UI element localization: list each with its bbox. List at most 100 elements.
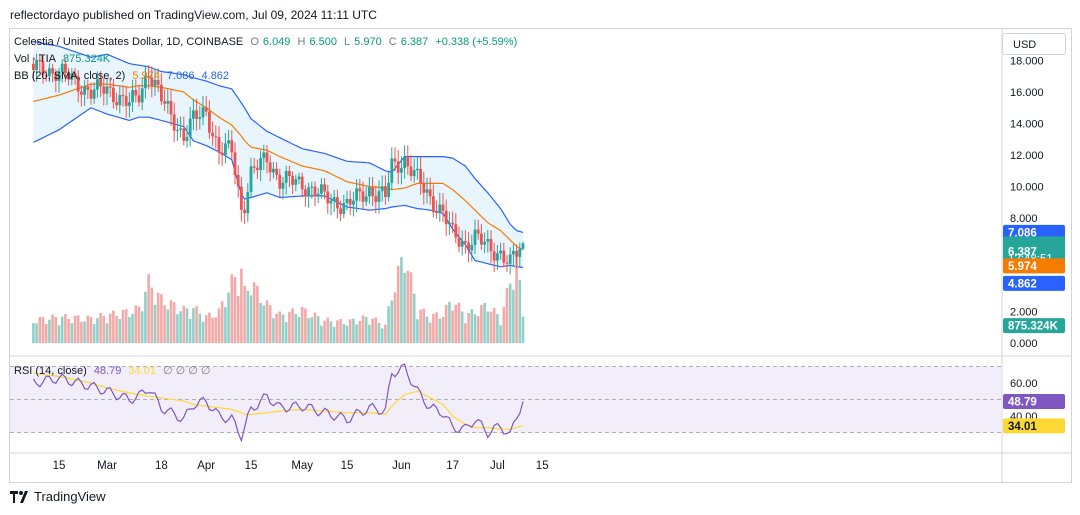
candle-body bbox=[320, 184, 323, 194]
volume-bar bbox=[89, 317, 93, 343]
bb-lower-tag: 4.862 bbox=[1003, 275, 1065, 291]
candle-body bbox=[252, 166, 256, 168]
candle bbox=[38, 53, 42, 73]
volume-bar bbox=[460, 311, 464, 343]
currency-button[interactable]: USD bbox=[1002, 33, 1066, 55]
candle bbox=[492, 242, 496, 272]
volume-bar bbox=[112, 310, 115, 343]
candle bbox=[352, 191, 355, 217]
candle bbox=[96, 71, 99, 98]
volume-bar bbox=[304, 308, 307, 343]
rsi-ma-tag-box bbox=[1003, 418, 1065, 434]
volume-bar bbox=[240, 268, 243, 343]
candle bbox=[44, 69, 48, 82]
candle bbox=[275, 162, 278, 181]
candle-body bbox=[297, 176, 301, 180]
volume-bar bbox=[182, 305, 186, 343]
volume-tag-box bbox=[1003, 318, 1065, 334]
volume-bar bbox=[512, 289, 515, 343]
candle bbox=[214, 125, 218, 149]
candle-body bbox=[441, 204, 445, 211]
volume-bar bbox=[227, 292, 230, 343]
candle bbox=[198, 105, 202, 130]
candle-body bbox=[92, 89, 96, 99]
candle bbox=[153, 68, 157, 96]
volume-bar bbox=[156, 292, 160, 343]
candle-body bbox=[313, 186, 317, 197]
candle bbox=[140, 77, 144, 111]
rsi-ma-tag-text: 34.01 bbox=[1008, 421, 1037, 433]
candle bbox=[515, 244, 518, 269]
candle-body bbox=[185, 136, 189, 141]
candle bbox=[179, 116, 182, 138]
candle-body bbox=[419, 168, 422, 184]
candle bbox=[86, 79, 90, 100]
bb-basis-line bbox=[33, 83, 524, 251]
candle-body bbox=[406, 156, 410, 167]
candle bbox=[102, 78, 106, 106]
candle bbox=[448, 211, 451, 236]
candle-body bbox=[166, 100, 170, 104]
volume-bar bbox=[150, 287, 154, 343]
candle-body bbox=[371, 187, 374, 197]
candle bbox=[256, 159, 259, 179]
candle bbox=[108, 77, 112, 98]
candle-body bbox=[89, 89, 93, 99]
candle bbox=[300, 172, 304, 198]
price-tick-label: 0.000 bbox=[1010, 338, 1038, 350]
candle-body bbox=[473, 229, 477, 245]
candle-body bbox=[96, 79, 99, 90]
candle-body bbox=[291, 176, 294, 185]
candle bbox=[265, 145, 269, 174]
candle-body bbox=[83, 86, 86, 95]
candle bbox=[470, 234, 474, 262]
candle-body bbox=[169, 100, 173, 115]
candle bbox=[390, 147, 394, 190]
candle-body bbox=[108, 86, 112, 88]
candle bbox=[284, 165, 288, 195]
volume-bar bbox=[44, 324, 48, 343]
bb-lower-tag-box bbox=[1003, 275, 1065, 291]
bb-basis-value: 5.974 bbox=[132, 70, 160, 82]
candle bbox=[457, 226, 461, 253]
candle bbox=[246, 183, 250, 222]
candle-body bbox=[118, 95, 122, 106]
volume-bar bbox=[313, 312, 317, 343]
candle bbox=[336, 189, 339, 219]
candle bbox=[396, 149, 400, 185]
volume-bar bbox=[99, 313, 102, 343]
volume-bar bbox=[70, 323, 74, 343]
bb-basis-tag-text: 5.974 bbox=[1008, 261, 1037, 273]
candle-body bbox=[233, 152, 237, 175]
candle-body bbox=[214, 136, 218, 138]
candle-body bbox=[144, 76, 147, 89]
candle bbox=[115, 92, 118, 110]
bb-upper-tag-box bbox=[1003, 224, 1065, 240]
volume-bar bbox=[281, 314, 285, 343]
candle bbox=[41, 55, 45, 84]
candle-body bbox=[521, 243, 525, 249]
volume-bar bbox=[60, 316, 64, 343]
candle bbox=[499, 242, 502, 260]
candle bbox=[54, 69, 58, 93]
candle bbox=[387, 171, 390, 202]
candle bbox=[92, 82, 96, 104]
candle bbox=[137, 84, 141, 107]
candle-body bbox=[454, 224, 458, 238]
candle bbox=[70, 68, 74, 86]
volume-tag: 875.324K bbox=[1003, 318, 1065, 334]
volume-bar bbox=[380, 328, 384, 343]
volume-bar bbox=[246, 290, 250, 343]
candle bbox=[105, 77, 109, 106]
candle-body bbox=[57, 71, 61, 81]
rsi-ma-tag: 34.01 bbox=[1003, 418, 1065, 434]
candle bbox=[64, 59, 67, 82]
candle-body bbox=[512, 250, 515, 255]
candle-body bbox=[201, 107, 205, 118]
candle-body bbox=[134, 90, 138, 96]
candle-body bbox=[374, 196, 378, 202]
candle-body bbox=[409, 166, 413, 177]
candle bbox=[73, 67, 77, 85]
candle bbox=[310, 181, 314, 199]
